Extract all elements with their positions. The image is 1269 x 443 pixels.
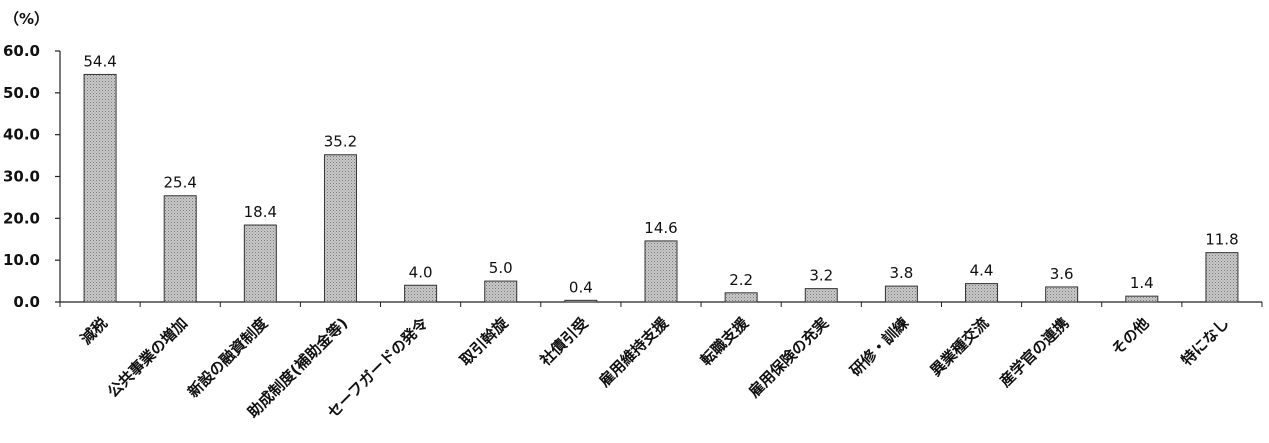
data-label: 5.0 — [489, 259, 513, 277]
data-label: 2.2 — [729, 271, 753, 289]
bars — [83, 73, 1239, 303]
y-tick-label: 10.0 — [3, 251, 40, 269]
bar — [243, 224, 277, 303]
bar — [163, 195, 197, 303]
bar — [965, 283, 999, 303]
bar — [404, 284, 438, 303]
x-category-label: 転職支援 — [697, 313, 753, 369]
bar — [884, 285, 918, 303]
x-category-label: 異業種交流 — [927, 314, 993, 380]
x-category-label: 研修・訓練 — [846, 314, 912, 380]
y-tick-label: 30.0 — [3, 168, 40, 186]
data-label: 4.4 — [970, 262, 994, 280]
bar — [564, 299, 598, 303]
x-category-label: 公共事業の増加 — [104, 314, 191, 401]
x-category-label: 減税 — [77, 314, 111, 348]
bar — [1125, 295, 1159, 303]
x-category-label: 特になし — [1178, 314, 1233, 369]
y-tick-label: 60.0 — [3, 42, 40, 60]
x-axis — [59, 301, 1263, 307]
bar — [323, 154, 357, 303]
data-label: 1.4 — [1130, 274, 1154, 292]
bar — [644, 240, 678, 303]
y-tick-label: 50.0 — [3, 84, 40, 102]
y-tick-label: 20.0 — [3, 209, 40, 227]
y-tick-label: 40.0 — [3, 126, 40, 144]
y-tick-label: 0.0 — [13, 293, 40, 311]
category-labels: 減税公共事業の増加新設の融資制度助成制度(補助金等)セーフガードの発令 取引斡旋社… — [77, 313, 1233, 421]
x-category-label: 産学官の連携 — [996, 314, 1072, 390]
bar — [83, 73, 117, 303]
x-category-label: 雇用保険の充実 — [745, 314, 832, 401]
x-category-label: 雇用維持支援 — [595, 313, 672, 390]
y-axis-unit-label: （%） — [4, 10, 49, 28]
data-label: 25.4 — [163, 174, 196, 192]
bar — [724, 292, 758, 303]
data-label: 3.8 — [889, 264, 913, 282]
data-label: 14.6 — [644, 219, 677, 237]
x-category-label: その他 — [1108, 314, 1153, 359]
bar — [1045, 286, 1079, 303]
data-label: 3.6 — [1050, 265, 1074, 283]
data-label: 3.2 — [809, 267, 833, 285]
data-label: 4.0 — [409, 263, 433, 281]
bar — [1205, 252, 1239, 303]
y-axis: 0.0 10.0 20.0 30.0 40.0 50.0 60.0 — [3, 42, 61, 311]
bar — [804, 288, 838, 303]
x-category-label: 新設の融資制度 — [184, 313, 272, 401]
data-label: 35.2 — [324, 133, 357, 151]
data-labels: 54.4 25.4 18.4 35.2 4.0 5.0 0.4 14.6 2.2 3.2 3.8 4.… — [83, 52, 1238, 296]
data-label: 11.8 — [1205, 231, 1238, 249]
data-label: 18.4 — [244, 203, 277, 221]
x-category-label: 取引斡旋 — [456, 313, 512, 369]
x-category-label: 社債引受 — [536, 314, 592, 370]
data-label: 0.4 — [569, 278, 593, 296]
bar — [484, 280, 518, 303]
data-label: 54.4 — [83, 52, 116, 70]
